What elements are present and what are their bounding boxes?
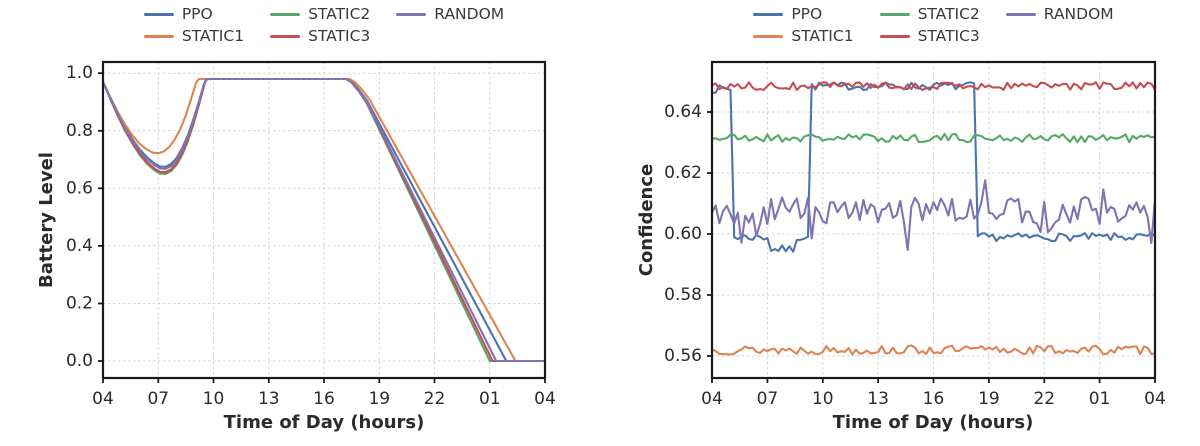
y-tick-label: 1.0 (66, 63, 93, 83)
battery-plot-generated: 04 07 10 13 16 19 22 01 04 0.0 0.2 0.4 0.6 0.8 1.0 (66, 60, 556, 409)
series-line-static3 (712, 81, 1155, 92)
x-tick-label: 04 (92, 389, 114, 409)
y-tick-label: 0.6 (66, 178, 93, 198)
y-tick-label: 0.8 (66, 121, 93, 141)
battery-y-axis-label: Battery Level (36, 152, 57, 288)
y-tick-label: 0.62 (664, 163, 702, 183)
x-tick-label: 01 (1089, 389, 1111, 409)
battery-level-chart: 04 07 10 13 16 19 22 01 04 0.0 0.2 0.4 0.6 0.8 1.0 Tim… (36, 60, 556, 433)
x-tick-label: 19 (978, 389, 1000, 409)
x-tick-label: 10 (812, 389, 834, 409)
y-tick-label: 0.56 (664, 346, 702, 366)
x-tick-label: 10 (203, 389, 225, 409)
x-tick-label: 22 (1033, 389, 1055, 409)
y-tick-label: 0.64 (664, 102, 702, 122)
x-tick-label: 16 (923, 389, 945, 409)
confidence-x-axis-label: Time of Day (hours) (833, 412, 1034, 433)
series-line-ppo (712, 81, 1155, 253)
confidence-plot-generated: 04 07 10 13 16 19 22 01 04 0.56 0.58 0.60 0.62 0.64 (664, 60, 1166, 409)
x-tick-label: 16 (313, 389, 335, 409)
series-line-static2 (712, 132, 1155, 144)
confidence-y-axis-label: Confidence (636, 164, 657, 277)
x-tick-label: 07 (147, 389, 169, 409)
battery-x-axis-label: Time of Day (hours) (224, 412, 425, 433)
x-tick-label: 04 (701, 389, 723, 409)
y-tick-label: 0.0 (66, 351, 93, 371)
series-line-static1 (103, 77, 545, 363)
y-tick-label: 0.60 (664, 224, 702, 244)
confidence-chart: 04 07 10 13 16 19 22 01 04 0.56 0.58 0.60 0.62 0.64 T… (636, 60, 1166, 433)
x-tick-label: 04 (1144, 389, 1166, 409)
series-line-random (712, 179, 1155, 252)
x-tick-label: 22 (424, 389, 446, 409)
series-line-static1 (712, 344, 1155, 356)
x-tick-label: 04 (534, 389, 556, 409)
x-tick-label: 01 (479, 389, 501, 409)
x-tick-label: 13 (258, 389, 280, 409)
x-tick-label: 07 (757, 389, 779, 409)
x-tick-label: 13 (867, 389, 889, 409)
y-tick-label: 0.2 (66, 294, 93, 314)
series-line-random (103, 77, 545, 363)
x-tick-label: 19 (368, 389, 390, 409)
y-tick-label: 0.4 (66, 236, 93, 256)
y-tick-label: 0.58 (664, 285, 702, 305)
